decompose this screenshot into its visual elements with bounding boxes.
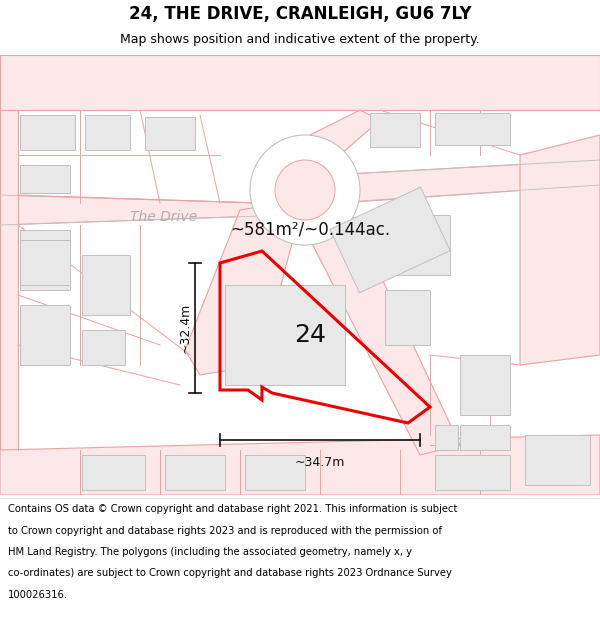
Polygon shape bbox=[20, 115, 75, 150]
Polygon shape bbox=[385, 290, 430, 345]
Text: ~34.7m: ~34.7m bbox=[295, 456, 345, 469]
Text: HM Land Registry. The polygons (including the associated geometry, namely x, y: HM Land Registry. The polygons (includin… bbox=[8, 547, 412, 557]
Text: to Crown copyright and database rights 2023 and is reproduced with the permissio: to Crown copyright and database rights 2… bbox=[8, 526, 442, 536]
Polygon shape bbox=[0, 195, 290, 225]
Polygon shape bbox=[435, 455, 510, 490]
Polygon shape bbox=[310, 110, 380, 170]
Text: 100026316.: 100026316. bbox=[8, 590, 68, 600]
Polygon shape bbox=[245, 455, 305, 490]
Polygon shape bbox=[82, 255, 130, 315]
Polygon shape bbox=[165, 455, 225, 490]
Circle shape bbox=[275, 160, 335, 220]
Polygon shape bbox=[20, 305, 70, 365]
Circle shape bbox=[250, 135, 360, 245]
Polygon shape bbox=[185, 205, 300, 375]
Polygon shape bbox=[0, 55, 600, 495]
Text: Map shows position and indicative extent of the property.: Map shows position and indicative extent… bbox=[120, 33, 480, 46]
Polygon shape bbox=[20, 240, 70, 285]
Polygon shape bbox=[82, 330, 125, 365]
Polygon shape bbox=[330, 187, 450, 293]
Text: ~32.4m: ~32.4m bbox=[179, 303, 191, 353]
Polygon shape bbox=[20, 230, 70, 290]
Text: co-ordinates) are subject to Crown copyright and database rights 2023 Ordnance S: co-ordinates) are subject to Crown copyr… bbox=[8, 569, 452, 579]
Polygon shape bbox=[0, 55, 600, 110]
Polygon shape bbox=[225, 285, 345, 385]
Text: ~581m²/~0.144ac.: ~581m²/~0.144ac. bbox=[230, 221, 390, 239]
Polygon shape bbox=[300, 200, 460, 455]
Polygon shape bbox=[435, 425, 458, 450]
Polygon shape bbox=[82, 455, 145, 490]
Polygon shape bbox=[145, 117, 195, 150]
Text: Contains OS data © Crown copyright and database right 2021. This information is : Contains OS data © Crown copyright and d… bbox=[8, 504, 457, 514]
Polygon shape bbox=[460, 355, 510, 415]
Polygon shape bbox=[0, 55, 18, 495]
Polygon shape bbox=[435, 113, 510, 145]
Polygon shape bbox=[520, 135, 600, 365]
Polygon shape bbox=[85, 115, 130, 150]
Polygon shape bbox=[460, 425, 510, 450]
Text: 24: 24 bbox=[294, 323, 326, 347]
Polygon shape bbox=[330, 160, 600, 203]
Polygon shape bbox=[385, 215, 450, 275]
Polygon shape bbox=[0, 435, 600, 495]
Polygon shape bbox=[20, 165, 70, 193]
Text: The Drive: The Drive bbox=[130, 210, 197, 224]
Text: 24, THE DRIVE, CRANLEIGH, GU6 7LY: 24, THE DRIVE, CRANLEIGH, GU6 7LY bbox=[128, 5, 472, 22]
Polygon shape bbox=[525, 435, 590, 485]
Polygon shape bbox=[370, 113, 420, 147]
